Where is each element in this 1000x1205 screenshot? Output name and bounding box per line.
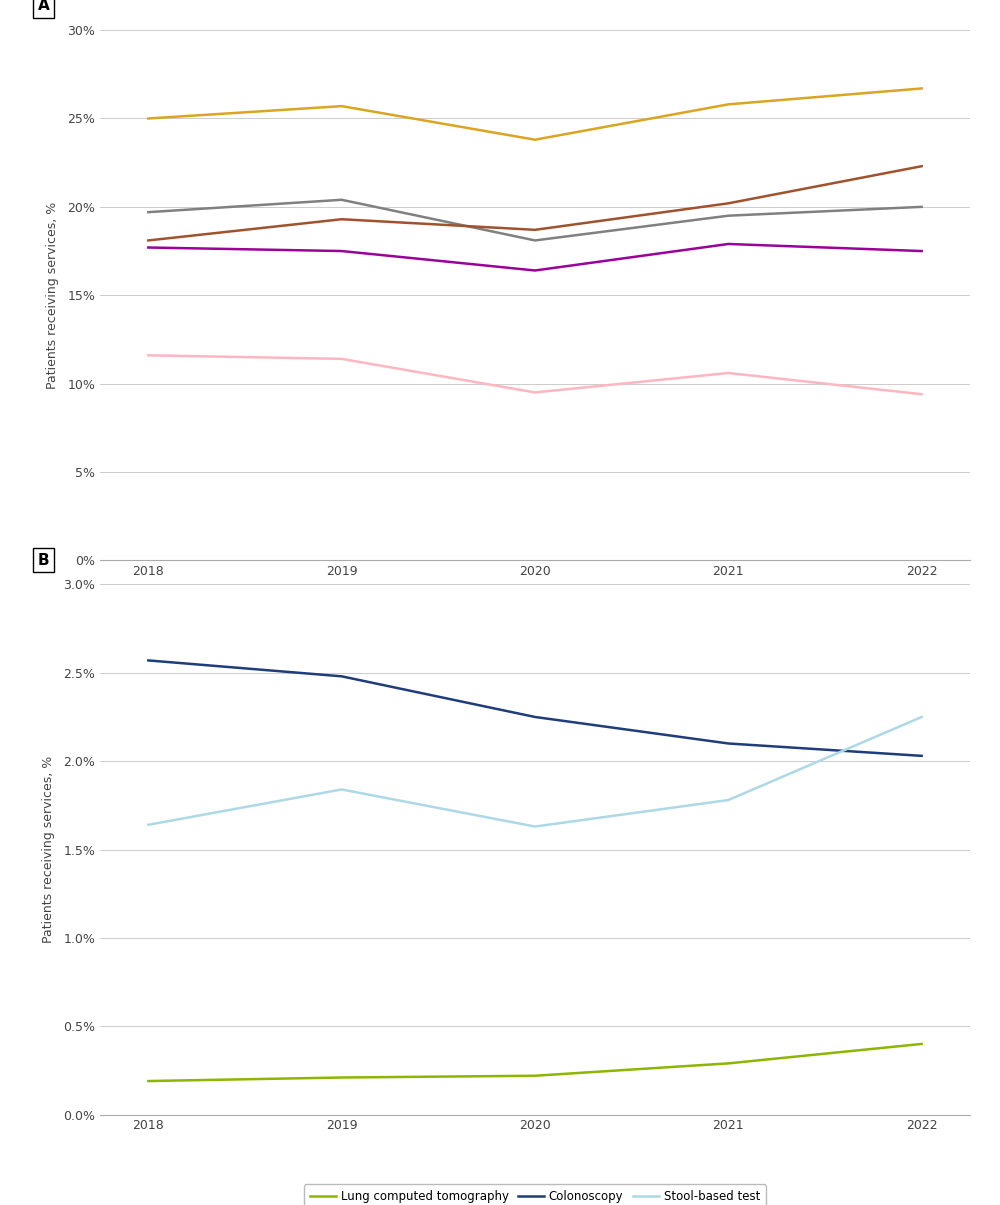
Text: A: A xyxy=(38,0,49,13)
Y-axis label: Patients receiving services, %: Patients receiving services, % xyxy=(42,756,55,944)
Text: B: B xyxy=(38,553,49,568)
Y-axis label: Patients receiving services, %: Patients receiving services, % xyxy=(46,201,59,389)
Legend: Wellness, Hemoglobin A$_{1c}$, Lipid, Mammogram, Pap or HPV: Wellness, Hemoglobin A$_{1c}$, Lipid, Ma… xyxy=(275,630,795,659)
Legend: Lung computed tomography, Colonoscopy, Stool-based test: Lung computed tomography, Colonoscopy, S… xyxy=(304,1185,766,1205)
